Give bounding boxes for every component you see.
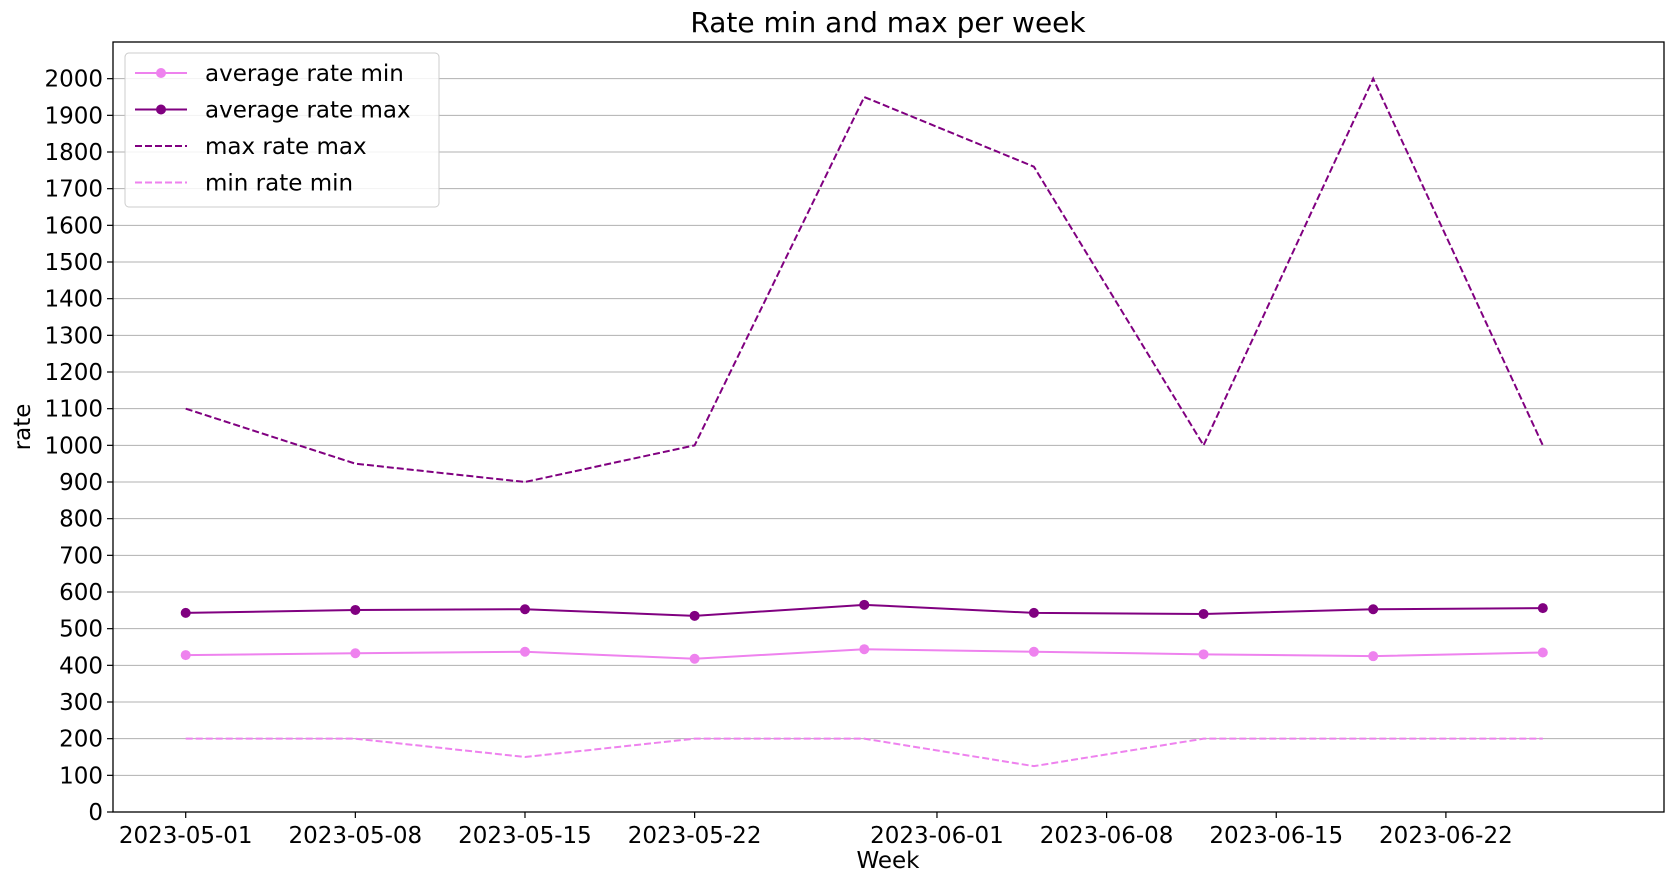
series-average-rate-min xyxy=(180,644,1548,664)
legend-item: max rate max xyxy=(135,134,367,160)
legend-marker xyxy=(156,104,166,115)
data-point xyxy=(519,646,530,657)
data-point xyxy=(1368,651,1379,662)
data-point xyxy=(519,604,530,615)
y-tick-label: 1900 xyxy=(44,103,103,129)
legend-box xyxy=(124,52,440,208)
y-axis: 0 100 200 300 400 500 600 700 800 900 1000 1100 1200… xyxy=(44,67,113,826)
x-tick-label: 2023-05-22 xyxy=(628,823,762,849)
y-tick-label: 1300 xyxy=(44,323,103,349)
x-tick-label: 2023-06-15 xyxy=(1209,823,1343,849)
y-tick-label: 0 xyxy=(88,800,103,826)
data-point xyxy=(1537,647,1548,658)
data-point xyxy=(1198,609,1209,619)
data-point xyxy=(1028,607,1039,618)
legend-label: average rate min xyxy=(205,61,404,87)
y-tick-label: 1700 xyxy=(44,177,103,203)
data-point xyxy=(350,648,361,659)
data-point xyxy=(859,599,870,610)
chart-title: Rate min and max per week xyxy=(690,6,1086,39)
y-tick-label: 1600 xyxy=(44,213,103,239)
data-point xyxy=(180,607,191,618)
series-line xyxy=(185,76,1544,484)
legend-item: average rate max xyxy=(135,98,411,124)
y-tick-label: 1000 xyxy=(44,433,103,459)
data-point xyxy=(350,604,361,615)
x-tick-label: 2023-06-08 xyxy=(1040,823,1174,849)
legend: average rate min average rate max max rate… xyxy=(124,52,440,208)
series-average-rate-max xyxy=(180,599,1548,621)
y-tick-label: 800 xyxy=(59,507,103,533)
legend-item: average rate min xyxy=(135,61,404,87)
legend-item: min rate min xyxy=(135,171,353,197)
y-tick-label: 500 xyxy=(59,617,103,643)
data-point xyxy=(180,650,191,661)
data-point xyxy=(1198,649,1209,660)
data-point xyxy=(859,644,870,655)
legend-marker xyxy=(156,68,166,78)
y-tick-label: 1500 xyxy=(44,250,103,276)
x-tick-label: 2023-05-01 xyxy=(119,823,253,849)
x-axis: 2023-05-01 2023-05-08 2023-05-15 2023-05-22… xyxy=(119,812,1513,849)
series-line xyxy=(185,737,1543,768)
y-tick-label: 2000 xyxy=(44,67,103,93)
x-tick-label: 2023-06-01 xyxy=(870,823,1004,849)
y-tick-label: 1100 xyxy=(44,397,103,423)
x-tick-label: 2023-05-15 xyxy=(458,823,592,849)
x-tick-label: 2023-06-22 xyxy=(1379,823,1513,849)
series-max-rate-max xyxy=(185,76,1544,484)
y-tick-label: 600 xyxy=(59,580,103,606)
y-tick-label: 300 xyxy=(59,690,103,716)
x-tick-label: 2023-05-08 xyxy=(289,823,423,849)
legend-label: max rate max xyxy=(205,134,367,160)
data-point xyxy=(1537,603,1548,614)
data-point xyxy=(689,653,700,664)
y-tick-label: 100 xyxy=(59,763,103,789)
y-tick-label: 1400 xyxy=(44,287,103,313)
y-tick-label: 400 xyxy=(59,653,103,679)
data-point xyxy=(1028,646,1039,657)
legend-label: average rate max xyxy=(205,98,411,124)
data-point xyxy=(1368,604,1379,615)
y-tick-label: 700 xyxy=(59,543,103,569)
y-axis-label: rate xyxy=(10,404,36,451)
y-tick-label: 900 xyxy=(59,470,103,496)
y-tick-label: 1800 xyxy=(44,140,103,166)
grid-lines xyxy=(113,78,1664,813)
x-axis-label: Week xyxy=(856,848,920,874)
data-point xyxy=(689,610,700,621)
series-min-rate-min xyxy=(185,737,1543,768)
plot-frame xyxy=(112,41,1665,813)
y-tick-label: 1200 xyxy=(44,360,103,386)
series-layer xyxy=(180,76,1548,768)
y-tick-label: 200 xyxy=(59,727,103,753)
legend-label: min rate min xyxy=(205,171,353,197)
